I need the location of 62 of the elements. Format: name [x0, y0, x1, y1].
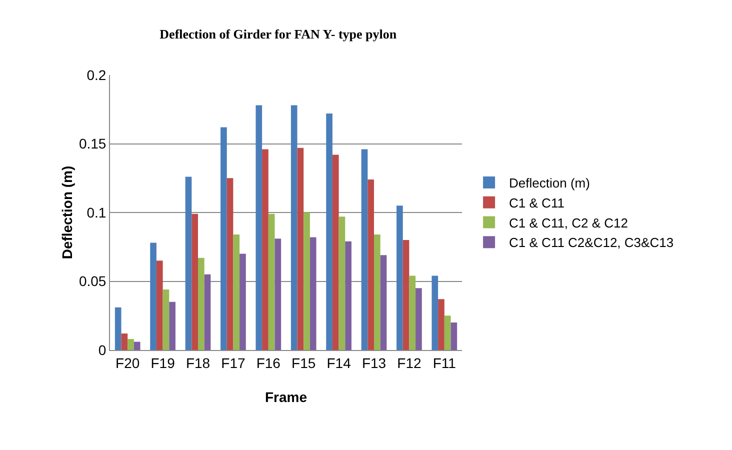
bar	[396, 206, 403, 350]
legend-label: C1 & C11 C2&C12, C3&C13	[509, 235, 674, 250]
bar	[192, 214, 198, 350]
bar	[198, 258, 204, 350]
chart-title: Deflection of Girder for FAN Y- type pylon	[160, 26, 398, 42]
y-tick-label: 0.2	[86, 66, 106, 83]
bar	[368, 180, 374, 350]
bar	[409, 276, 416, 350]
bar	[121, 334, 128, 350]
bar	[169, 302, 176, 350]
bar	[416, 288, 422, 350]
bar	[268, 214, 275, 350]
x-tick-label: F20	[116, 354, 140, 371]
bar	[226, 178, 234, 350]
y-tick-label: 0.05	[78, 273, 106, 290]
bar	[380, 255, 387, 350]
bar	[444, 316, 451, 350]
bar	[338, 216, 346, 350]
bar	[204, 274, 211, 350]
bar	[310, 237, 316, 350]
x-tick-label: F15	[292, 354, 316, 371]
x-tick-label: F19	[150, 354, 176, 371]
x-axis-title: Frame	[264, 389, 308, 405]
bar	[262, 149, 268, 350]
bar	[432, 276, 438, 350]
bar	[233, 234, 240, 350]
legend-label: Deflection (m)	[509, 176, 590, 191]
x-tick-label: F11	[432, 354, 456, 371]
bar	[150, 242, 156, 350]
bar	[402, 240, 410, 350]
x-tick-label: F14	[326, 354, 352, 371]
y-tick-label: 0	[98, 342, 106, 358]
bar	[162, 290, 170, 350]
legend-label: C1 & C11, C2 & C12	[509, 215, 628, 230]
bar	[220, 127, 227, 350]
bar	[361, 149, 368, 350]
bar	[156, 260, 163, 350]
bar	[332, 154, 339, 350]
y-tick-label: 0.15	[78, 136, 106, 152]
x-tick-label: F18	[186, 354, 210, 371]
x-tick-label: F12	[397, 354, 422, 371]
bar	[304, 212, 310, 350]
bar	[128, 339, 134, 350]
y-axis-title: Deflection (m)	[59, 166, 75, 260]
bar	[114, 307, 122, 350]
bar	[450, 322, 458, 350]
x-tick-label: F17	[221, 354, 246, 371]
bar	[374, 234, 380, 350]
bar	[256, 105, 262, 350]
bar	[345, 241, 352, 350]
x-tick-label: F13	[362, 354, 386, 371]
bar	[240, 254, 246, 350]
bar	[290, 105, 298, 350]
y-tick-label: 0.1	[86, 204, 106, 220]
bar	[438, 299, 444, 350]
bar	[326, 114, 332, 350]
legend-label: C1 & C11	[509, 195, 564, 210]
bar	[297, 148, 304, 350]
x-tick-label: F16	[256, 354, 281, 371]
bar	[274, 238, 282, 350]
bar	[134, 342, 140, 350]
bar	[185, 176, 192, 350]
